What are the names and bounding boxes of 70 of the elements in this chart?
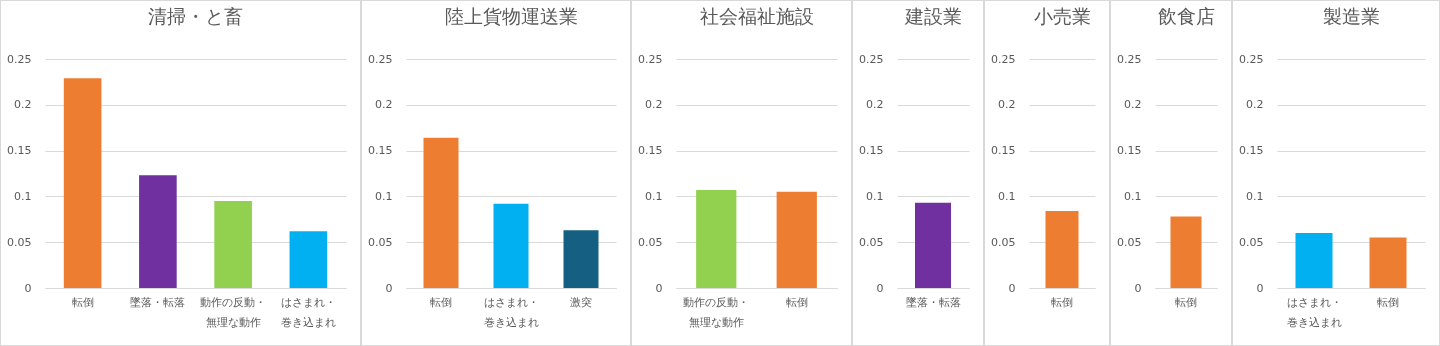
y-tick-label: 0 bbox=[655, 281, 663, 295]
chart-title: 製造業 bbox=[1322, 5, 1380, 27]
bar bbox=[423, 137, 459, 288]
y-tick-label: 0.05 bbox=[368, 235, 393, 249]
y-tick-label: 0.05 bbox=[991, 235, 1016, 249]
y-tick-label: 0.05 bbox=[1117, 235, 1142, 249]
y-tick-label: 0 bbox=[24, 281, 32, 295]
y-tick-label: 0.15 bbox=[638, 144, 663, 158]
x-tick-label: はさまれ・巻き込まれ bbox=[483, 295, 539, 329]
y-tick-label: 0.1 bbox=[1124, 189, 1142, 203]
y-tick-label: 0 bbox=[1008, 281, 1016, 295]
y-tick-label: 0 bbox=[1134, 281, 1142, 295]
y-tick-label: 0.25 bbox=[991, 52, 1016, 66]
y-tick-label: 0.15 bbox=[368, 144, 393, 158]
y-tick-label: 0.1 bbox=[998, 189, 1016, 203]
y-tick-label: 0.15 bbox=[1239, 144, 1264, 158]
y-tick-label: 0.15 bbox=[7, 144, 32, 158]
y-tick-label: 0.15 bbox=[991, 144, 1016, 158]
y-tick-label: 0.25 bbox=[638, 52, 663, 66]
x-tick-label: 転倒 bbox=[71, 295, 94, 309]
x-tick-label: 動作の反動・無理な動作 bbox=[683, 295, 750, 329]
y-tick-label: 0 bbox=[876, 281, 884, 295]
x-tick-label: 転倒 bbox=[785, 295, 808, 309]
y-tick-label: 0.2 bbox=[998, 98, 1016, 112]
chart-title: 小売業 bbox=[1033, 5, 1091, 27]
chart-title: 建設業 bbox=[903, 5, 962, 27]
y-tick-label: 0 bbox=[1256, 281, 1264, 295]
y-tick-label: 0 bbox=[385, 281, 393, 295]
y-tick-label: 0.05 bbox=[1239, 235, 1264, 249]
chart-title: 清掃・と畜 bbox=[148, 5, 243, 27]
x-tick-label: 墜落・転落 bbox=[905, 295, 961, 309]
y-tick-label: 0.1 bbox=[375, 189, 393, 203]
chart-title: 飲食店 bbox=[1157, 5, 1215, 27]
x-tick-label: はさまれ・巻き込まれ bbox=[280, 295, 336, 329]
bar bbox=[139, 175, 177, 288]
y-tick-label: 0.25 bbox=[1239, 52, 1264, 66]
y-tick-label: 0.15 bbox=[859, 144, 884, 158]
x-tick-label: はさまれ・巻き込まれ bbox=[1286, 295, 1342, 329]
x-tick-label: 転倒 bbox=[1051, 295, 1073, 309]
y-tick-label: 0.2 bbox=[14, 98, 32, 112]
bar bbox=[289, 231, 328, 288]
y-tick-label: 0.2 bbox=[866, 98, 884, 112]
y-tick-label: 0.1 bbox=[14, 189, 32, 203]
chart-title: 陸上貨物運送業 bbox=[444, 5, 578, 27]
x-tick-label: 動作の反動・無理な動作 bbox=[200, 295, 267, 329]
y-tick-label: 0.2 bbox=[645, 98, 663, 112]
y-tick-label: 0.25 bbox=[7, 52, 32, 66]
y-tick-label: 0.25 bbox=[859, 52, 884, 66]
y-tick-label: 0.2 bbox=[1246, 98, 1264, 112]
y-tick-label: 0.1 bbox=[1246, 189, 1264, 203]
y-tick-label: 0.25 bbox=[1117, 52, 1142, 66]
x-tick-label: 墜落・転落 bbox=[130, 295, 186, 309]
y-tick-label: 0.15 bbox=[1117, 144, 1142, 158]
bar bbox=[563, 230, 599, 288]
y-tick-label: 0.05 bbox=[859, 235, 884, 249]
y-tick-label: 0.2 bbox=[1124, 98, 1142, 112]
y-tick-label: 0.25 bbox=[368, 52, 393, 66]
x-tick-label: 転倒 bbox=[1377, 295, 1399, 309]
chart-title: 社会福祉施設 bbox=[699, 5, 814, 27]
bar bbox=[63, 78, 102, 288]
x-tick-label: 転倒 bbox=[430, 295, 452, 309]
bar bbox=[493, 203, 529, 288]
y-tick-label: 0.1 bbox=[645, 189, 663, 203]
x-tick-label: 激突 bbox=[570, 295, 592, 309]
y-tick-label: 0.05 bbox=[638, 235, 663, 249]
y-tick-label: 0.1 bbox=[866, 189, 884, 203]
x-tick-label: 転倒 bbox=[1175, 295, 1197, 309]
y-tick-label: 0.05 bbox=[7, 235, 32, 249]
y-tick-label: 0.2 bbox=[375, 98, 393, 112]
bar bbox=[214, 200, 252, 288]
